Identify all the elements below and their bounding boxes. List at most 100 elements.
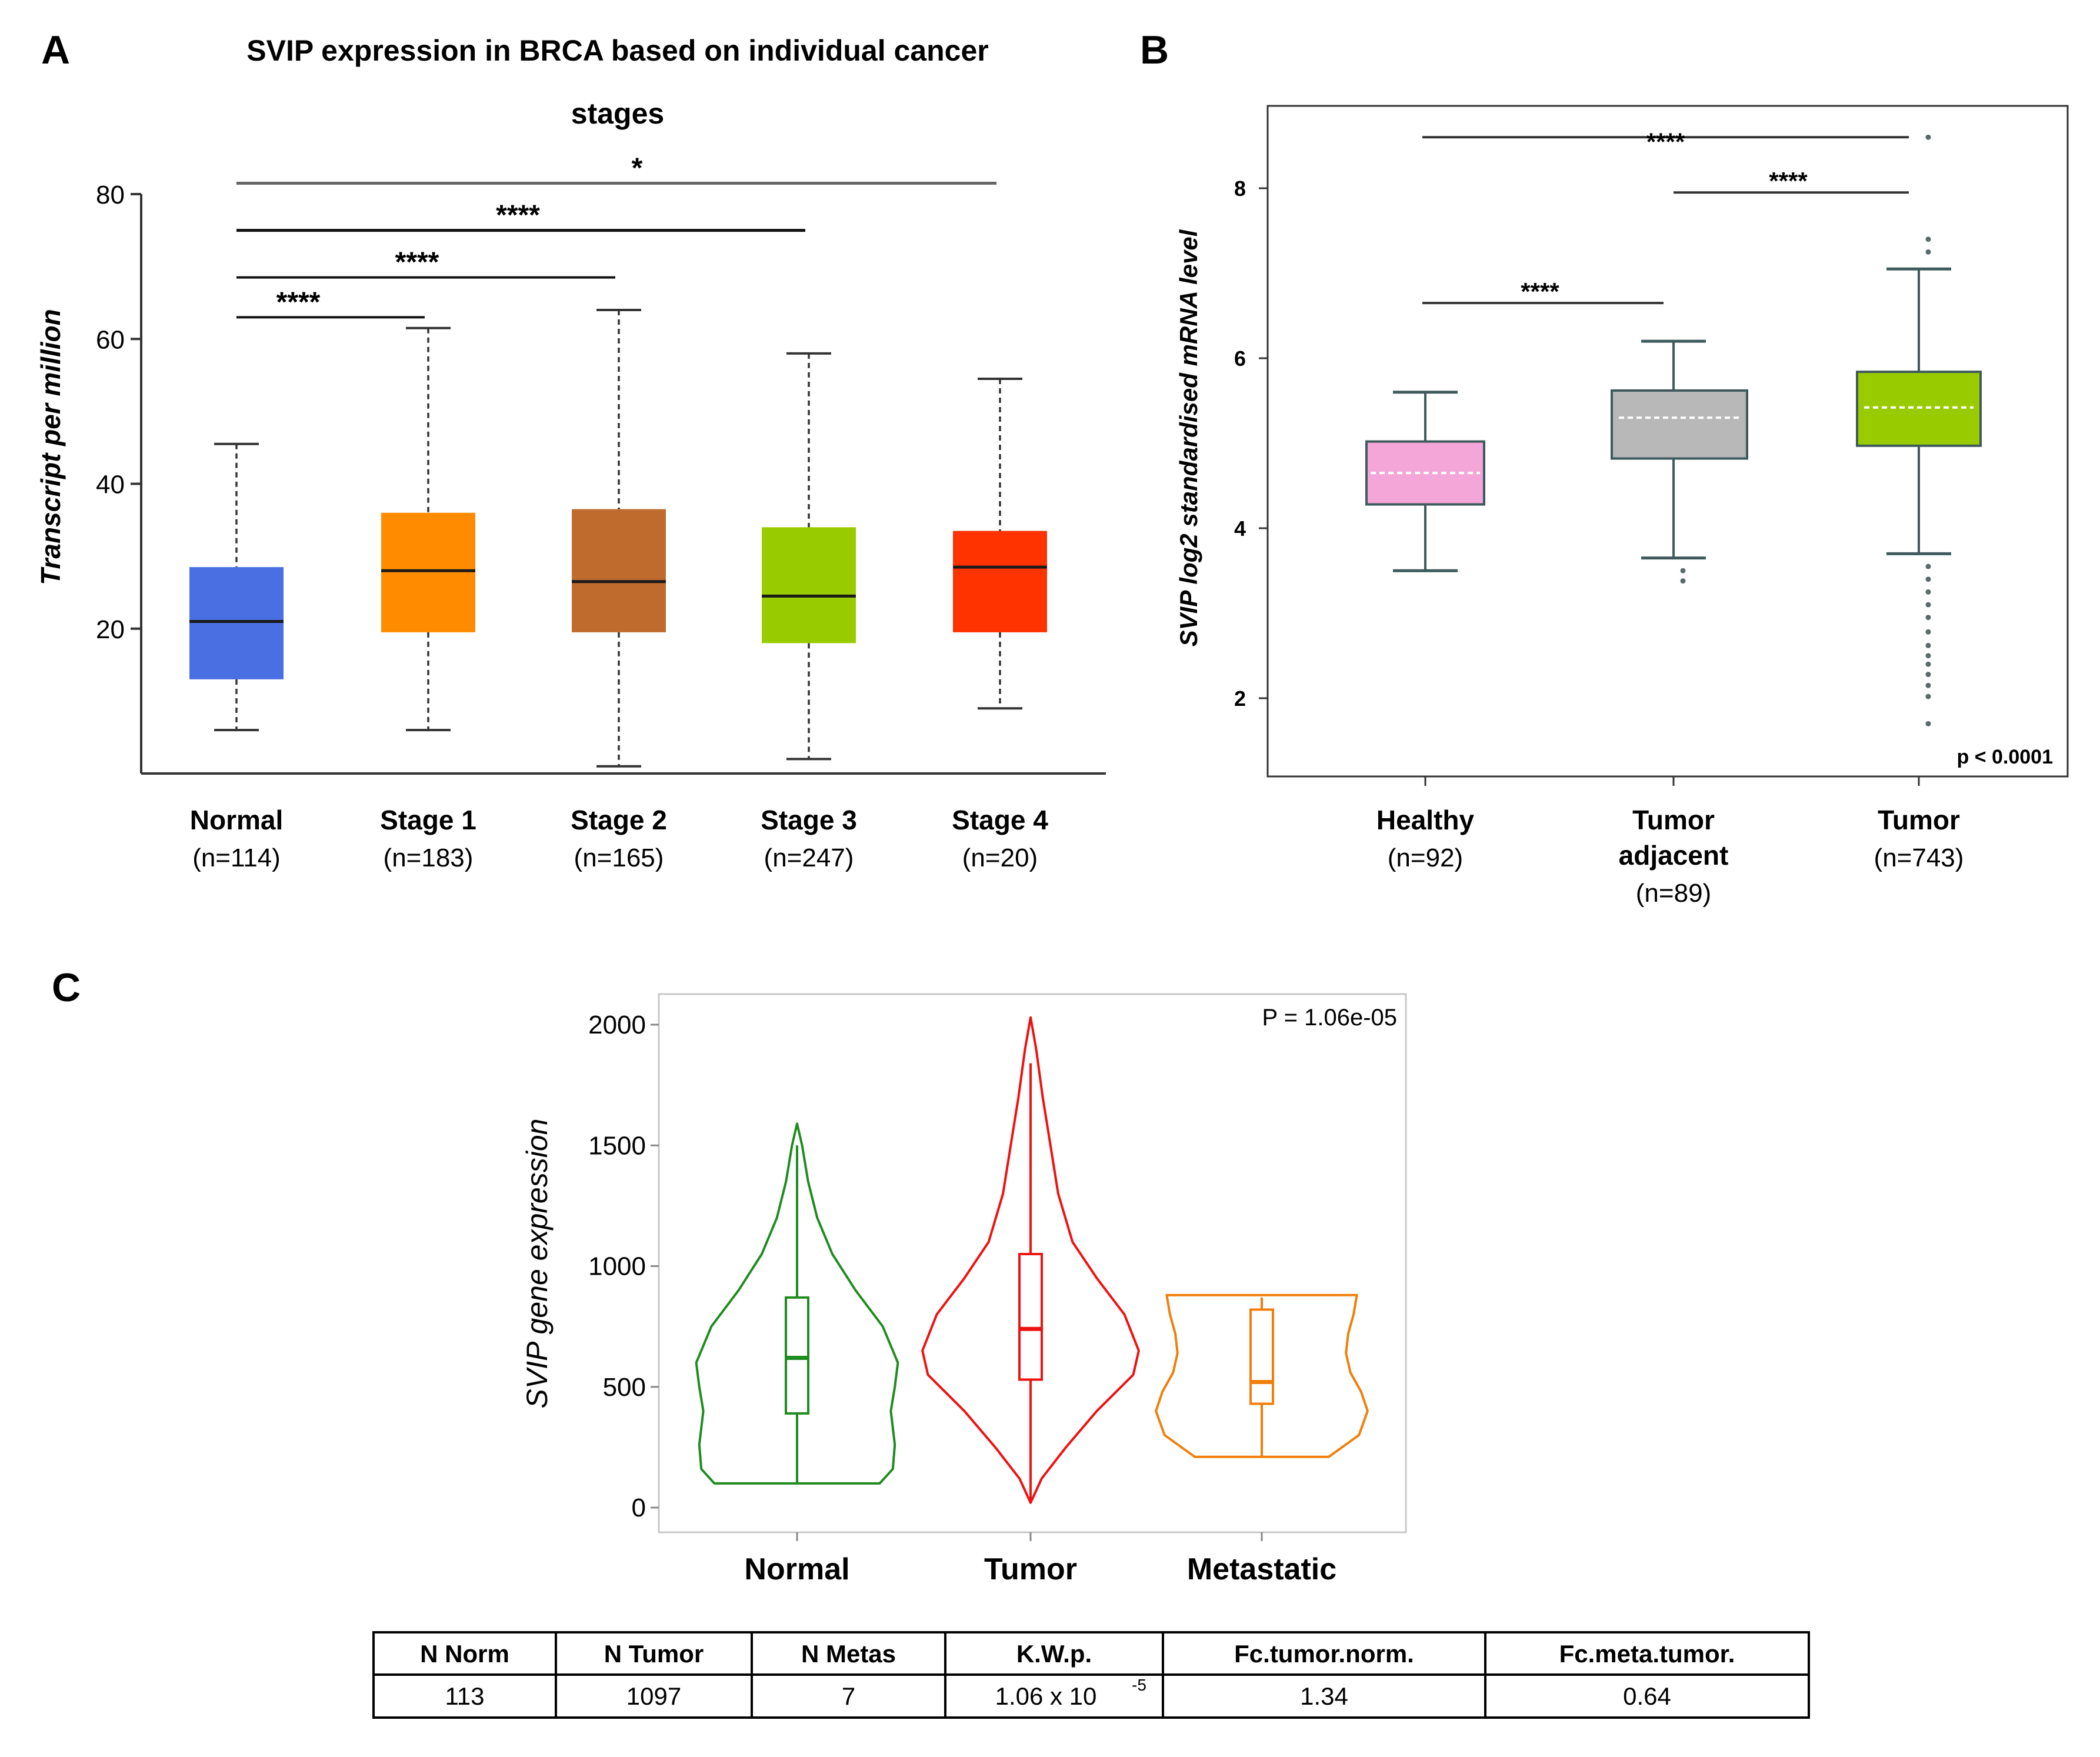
panel-b-outlier-point bbox=[1925, 629, 1931, 635]
summary-table: N Norm 113 N Tumor 1097 N Metas 7 K.W.p. 1.06 x… bbox=[372, 1631, 1810, 1719]
panel-b-outlier-point bbox=[1680, 578, 1686, 584]
panel-a-x-label: Stage 4 bbox=[952, 805, 1048, 835]
panel-a-significance-label: * bbox=[632, 153, 643, 184]
panel-b-y-tick-label: 2 bbox=[1234, 686, 1246, 711]
panel-b-outlier-point bbox=[1925, 721, 1931, 726]
panel-a-y-axis-label: Transcript per million bbox=[35, 309, 66, 585]
panel-a-significance-label: **** bbox=[276, 286, 321, 318]
panel-c-plot-frame bbox=[658, 993, 1407, 1533]
panel-b-x-label: Tumor bbox=[1632, 805, 1715, 835]
panel-a-box bbox=[762, 527, 856, 644]
panel-b-significance-label: **** bbox=[1646, 128, 1685, 155]
panel-a-x-label: Stage 3 bbox=[761, 805, 857, 835]
panel-a-x-label: Stage 2 bbox=[571, 805, 667, 835]
table-header-cell: N Metas bbox=[801, 1640, 896, 1668]
panel-c-y-tick-label: 500 bbox=[603, 1373, 646, 1402]
panel-b-outlier-point bbox=[1925, 615, 1931, 621]
panel-b-significance-label: **** bbox=[1521, 278, 1559, 305]
panel-label-b: B bbox=[1140, 28, 1169, 72]
table-header-cell: Fc.meta.tumor. bbox=[1559, 1640, 1735, 1668]
panel-b-plot-frame bbox=[1266, 105, 2069, 778]
panel-a-x-label: Stage 1 bbox=[380, 805, 476, 835]
panel-b-outlier-point bbox=[1925, 134, 1931, 140]
panel-b-outlier-point bbox=[1925, 661, 1931, 667]
panel-b: B SVIP log2 standardised mRNA level 2 4 6 8… bbox=[1140, 28, 2069, 908]
panel-b-y-tick-label: 8 bbox=[1234, 176, 1246, 201]
panel-a-significance-label: **** bbox=[395, 247, 439, 278]
panel-b-x-label: adjacent bbox=[1619, 840, 1729, 871]
panel-b-count-label: (n=743) bbox=[1874, 844, 1964, 872]
panel-c-box bbox=[1249, 1308, 1274, 1405]
panel-a-title-line2: stages bbox=[571, 97, 664, 130]
panel-b-count-label: (n=89) bbox=[1636, 879, 1711, 908]
panel-b-box bbox=[1611, 389, 1748, 460]
panel-c-y-tick-label: 1500 bbox=[588, 1131, 646, 1160]
panel-a-y-tick-label: 80 bbox=[96, 181, 125, 209]
panel-b-outlier-point bbox=[1680, 568, 1686, 574]
panel-a-count-label: (n=165) bbox=[574, 844, 664, 872]
panel-a-count-label: (n=20) bbox=[962, 844, 1038, 872]
panel-b-outlier-point bbox=[1925, 694, 1931, 699]
panel-c-violin-outline bbox=[921, 1016, 1140, 1504]
panel-c-violin-outline bbox=[1155, 1293, 1369, 1458]
table-value-cell: 1.34 bbox=[1300, 1682, 1348, 1710]
panel-a-box bbox=[381, 512, 475, 632]
panel-a-y-tick-label: 60 bbox=[96, 325, 125, 354]
table-value-cell: 113 bbox=[445, 1682, 485, 1710]
panel-c-box bbox=[785, 1296, 809, 1415]
panel-a: A SVIP expression in BRCA based on indiv… bbox=[35, 28, 1106, 872]
table-kwp-exponent: -5 bbox=[1132, 1676, 1146, 1694]
panel-b-outlier-point bbox=[1925, 672, 1931, 678]
panel-b-outlier-point bbox=[1925, 249, 1931, 255]
panel-a-y-tick-label: 20 bbox=[96, 615, 125, 644]
panel-a-box bbox=[189, 567, 284, 679]
panel-b-outlier-point bbox=[1925, 564, 1931, 569]
panel-c: C SVIP gene expression P = 1.06e-05 0 500… bbox=[52, 965, 1407, 1586]
panel-b-outlier-point bbox=[1925, 653, 1931, 659]
panel-c-p-value: P = 1.06e-05 bbox=[1262, 1005, 1397, 1031]
panel-a-box bbox=[953, 531, 1047, 632]
panel-b-box bbox=[1856, 371, 1982, 447]
panel-b-y-tick-label: 6 bbox=[1234, 346, 1246, 371]
panel-a-x-label: Normal bbox=[190, 805, 283, 835]
panel-b-p-value: p < 0.0001 bbox=[1956, 746, 2053, 768]
panel-a-count-label: (n=114) bbox=[192, 844, 281, 872]
panel-c-x-label: Metastatic bbox=[1187, 1552, 1336, 1586]
panel-label-c: C bbox=[52, 965, 81, 1010]
panel-c-y-tick-label: 0 bbox=[632, 1493, 646, 1522]
panel-b-y-tick-label: 4 bbox=[1234, 516, 1246, 541]
panel-b-y-axis-label: SVIP log2 standardised mRNA level bbox=[1175, 229, 1202, 646]
panel-a-title-line1: SVIP expression in BRCA based on individ… bbox=[246, 34, 988, 67]
panel-c-box bbox=[1018, 1252, 1043, 1381]
panel-b-count-label: (n=92) bbox=[1388, 844, 1463, 872]
panel-c-y-tick-label: 2000 bbox=[588, 1011, 646, 1039]
table-value-cell: 7 bbox=[842, 1682, 855, 1710]
table-header-cell: K.W.p. bbox=[1016, 1640, 1092, 1668]
table-value-cell: 0.64 bbox=[1623, 1682, 1671, 1710]
panel-a-y-tick-label: 40 bbox=[96, 471, 125, 499]
panel-b-x-label: Tumor bbox=[1878, 805, 1960, 835]
panel-b-outlier-point bbox=[1925, 682, 1931, 688]
table-header-cell: N Norm bbox=[420, 1640, 509, 1668]
panel-label-a: A bbox=[41, 28, 70, 72]
panel-a-count-label: (n=183) bbox=[384, 844, 474, 872]
panel-c-x-label: Normal bbox=[744, 1552, 849, 1586]
panel-c-x-label: Tumor bbox=[984, 1552, 1077, 1586]
panel-b-outlier-point bbox=[1925, 642, 1931, 648]
panel-b-x-label: Healthy bbox=[1376, 805, 1475, 835]
panel-a-box bbox=[572, 509, 666, 632]
table-value-cell: 1.06 x 10 bbox=[995, 1682, 1097, 1710]
panel-b-significance-label: **** bbox=[1769, 167, 1808, 195]
panel-c-violin-outline bbox=[695, 1122, 899, 1485]
table-header-cell: Fc.tumor.norm. bbox=[1234, 1640, 1414, 1668]
table-header-cell: N Tumor bbox=[604, 1640, 704, 1668]
table-value-cell: 1097 bbox=[626, 1682, 681, 1710]
panel-c-y-axis-label: SVIP gene expression bbox=[521, 1119, 554, 1409]
panel-a-count-label: (n=247) bbox=[764, 844, 854, 872]
panel-a-significance-label: **** bbox=[496, 200, 540, 231]
panel-b-outlier-point bbox=[1925, 236, 1931, 242]
panel-b-outlier-point bbox=[1925, 589, 1931, 595]
panel-b-outlier-point bbox=[1925, 602, 1931, 608]
